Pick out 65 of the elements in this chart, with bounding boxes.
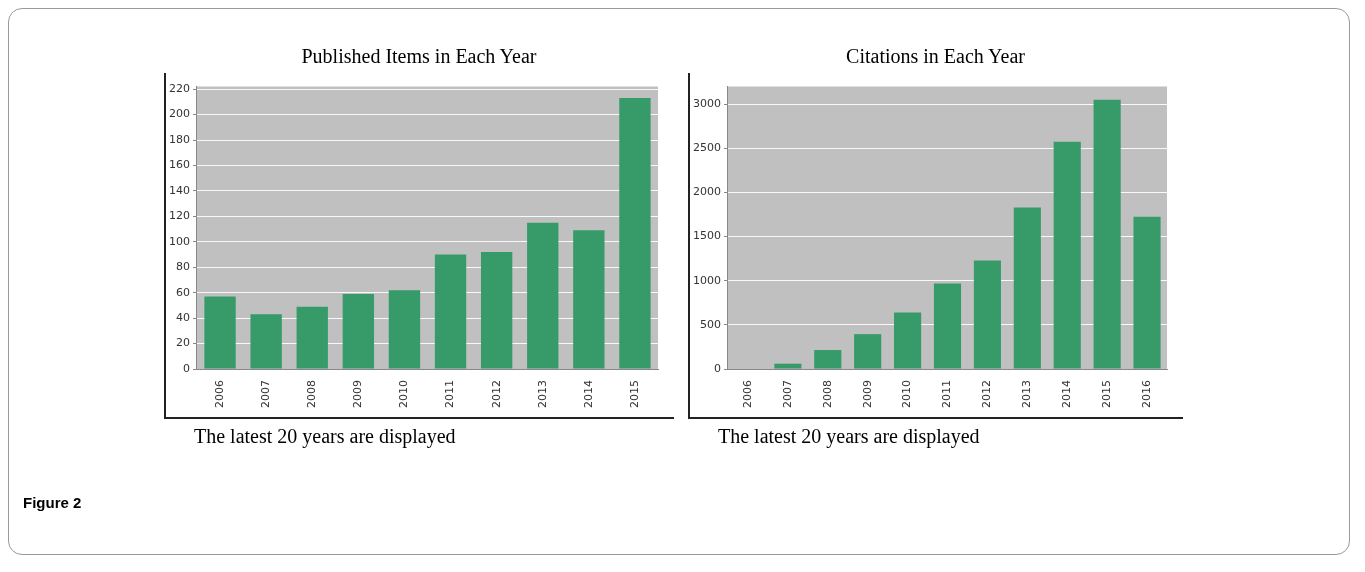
bar — [1133, 216, 1161, 369]
y-tick-label: 140 — [169, 183, 190, 197]
bar — [854, 334, 882, 369]
x-tick-label: 2012 — [489, 380, 503, 409]
x-tick-label: 2007 — [259, 380, 273, 409]
chart-title: Published Items in Each Year — [300, 45, 538, 69]
y-tick-label: 2500 — [692, 141, 721, 155]
y-tick-label: 500 — [699, 317, 721, 331]
y-tick-label: 200 — [169, 107, 190, 121]
caption: Figure 2 — [23, 494, 82, 511]
text: The latest 20 years are displayed — [193, 425, 457, 448]
y-tick-label: 1500 — [692, 229, 721, 243]
bar — [619, 98, 651, 369]
bar — [973, 260, 1001, 369]
text: The latest 20 years are displayed — [717, 425, 981, 448]
y-tick-label: 180 — [169, 132, 190, 146]
x-tick-label: 2013 — [535, 380, 549, 409]
bar — [204, 296, 236, 369]
bar — [480, 251, 513, 369]
bar — [1093, 99, 1121, 369]
y-tick-label: 160 — [169, 158, 190, 172]
x-tick-label: 2008 — [305, 380, 319, 409]
x-tick-label: 2009 — [860, 380, 874, 409]
bar — [774, 363, 802, 369]
x-tick-label: 2009 — [351, 380, 365, 409]
y-tick-label: 20 — [176, 336, 190, 350]
x-tick-label: 2006 — [740, 380, 754, 409]
x-tick-label: 2014 — [1060, 380, 1074, 409]
y-tick-label: 220 — [169, 82, 190, 95]
x-tick-label: 2011 — [940, 380, 954, 409]
x-tick-label: 2011 — [443, 380, 457, 409]
y-tick-label: 40 — [176, 310, 190, 324]
x-tick-label: 2010 — [397, 380, 411, 409]
y-tick-label: 120 — [169, 209, 190, 223]
x-tick-label: 2015 — [1099, 380, 1113, 409]
bar — [527, 222, 559, 369]
y-tick-label: 0 — [183, 361, 190, 375]
x-tick-label: 2013 — [1020, 380, 1034, 409]
x-tick-label: 2010 — [900, 380, 914, 409]
x-tick-label: 2016 — [1139, 380, 1153, 409]
bar — [814, 350, 842, 369]
bar — [573, 230, 605, 369]
bar — [1013, 207, 1041, 369]
bar — [1053, 141, 1081, 369]
bar — [894, 312, 922, 369]
y-tick-label: 0 — [713, 361, 721, 375]
y-tick-label: 100 — [169, 234, 190, 248]
x-tick-label: 2006 — [212, 380, 226, 409]
bar — [434, 254, 467, 369]
bar — [388, 290, 421, 369]
x-tick-label: 2012 — [980, 380, 994, 409]
chart-title: Citations in Each Year — [845, 45, 1026, 69]
x-tick-label: 2014 — [581, 380, 595, 409]
x-tick-label: 2007 — [780, 380, 794, 409]
y-tick-label: 2000 — [692, 185, 721, 199]
bar — [250, 314, 282, 369]
bar — [933, 283, 962, 369]
y-tick-label: 3000 — [692, 97, 721, 111]
bar — [342, 293, 375, 369]
y-tick-label: 1000 — [692, 273, 721, 287]
y-tick-label: 80 — [176, 260, 190, 274]
x-tick-label: 2008 — [820, 380, 834, 409]
y-tick-label: 60 — [176, 285, 190, 299]
x-tick-label: 2015 — [627, 380, 641, 409]
bar — [296, 306, 328, 369]
